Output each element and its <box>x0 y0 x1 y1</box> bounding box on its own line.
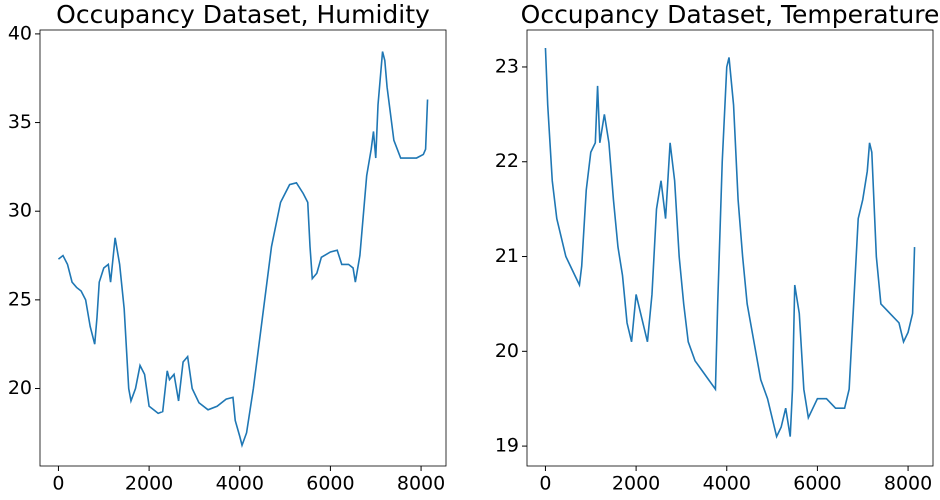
y-tick-label: 25 <box>8 288 32 310</box>
chart-title: Occupancy Dataset, Temperature <box>521 0 940 29</box>
y-tick-label: 22 <box>495 150 519 172</box>
y-tick-label: 20 <box>495 340 519 362</box>
plot-frame <box>526 29 934 467</box>
data-line <box>57 51 429 448</box>
y-tick-label: 19 <box>495 435 519 457</box>
y-tick-label: 35 <box>8 111 32 133</box>
chart-title: Occupancy Dataset, Humidity <box>56 0 430 29</box>
y-tick-label: 20 <box>8 377 32 399</box>
y-tick-label: 21 <box>495 245 519 267</box>
data-line <box>544 47 916 440</box>
y-tick-label: 30 <box>8 200 32 222</box>
subplot: Occupancy Dataset, Temperature 0 2000 4000 6… <box>495 0 940 495</box>
x-tick-label: 4000 <box>703 473 751 495</box>
x-tick-label: 4000 <box>216 473 264 495</box>
x-tick-label: 2000 <box>125 473 173 495</box>
y-tick-label: 23 <box>495 55 519 77</box>
x-tick-label: 0 <box>52 473 64 495</box>
x-tick-label: 8000 <box>884 473 932 495</box>
plot-frame <box>39 29 447 467</box>
y-tick-label: 40 <box>8 22 32 44</box>
subplot: Occupancy Dataset, Humidity 0 2000 4000 6000… <box>8 0 447 495</box>
x-tick-label: 0 <box>539 473 551 495</box>
x-tick-label: 2000 <box>612 473 660 495</box>
x-tick-label: 6000 <box>306 473 354 495</box>
x-tick-label: 8000 <box>397 473 445 495</box>
x-tick-label: 6000 <box>793 473 841 495</box>
